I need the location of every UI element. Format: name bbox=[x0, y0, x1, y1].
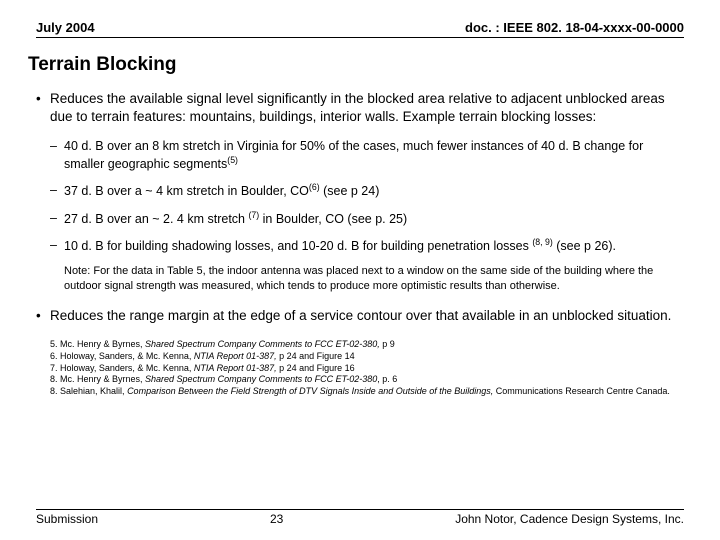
ref-8: 8. Mc. Henry & Byrnes, Shared Spectrum C… bbox=[50, 374, 684, 386]
ref8-ital: Shared Spectrum Company Comments to FCC … bbox=[145, 374, 377, 384]
sub-item-2: 37 d. B over a ~ 4 km stretch in Boulder… bbox=[36, 182, 684, 199]
sub3-texta: 27 d. B over an ~ 2. 4 km stretch bbox=[64, 212, 248, 226]
footer-right: John Notor, Cadence Design Systems, Inc. bbox=[455, 512, 684, 526]
sub4-textb: (see p 26). bbox=[553, 239, 616, 253]
sub2-textb: (see p 24) bbox=[320, 184, 380, 198]
footer: Submission 23 John Notor, Cadence Design… bbox=[36, 509, 684, 526]
sub1-text: 40 d. B over an 8 km stretch in Virginia… bbox=[64, 139, 643, 170]
page-title: Terrain Blocking bbox=[28, 54, 684, 76]
bullet-2: Reduces the range margin at the edge of … bbox=[36, 307, 684, 325]
ref-9: 8. Salehian, Khalil, Comparison Between … bbox=[50, 386, 684, 398]
ref6-suf: p 24 and Figure 14 bbox=[277, 351, 355, 361]
ref6-ital: NTIA Report 01-387, bbox=[194, 351, 277, 361]
ref9-pre: 8. Salehian, Khalil, bbox=[50, 386, 127, 396]
bullet-1: Reduces the available signal level signi… bbox=[36, 90, 684, 126]
footer-left: Submission bbox=[36, 512, 98, 526]
footer-center: 23 bbox=[270, 512, 283, 526]
ref9-ital: Comparison Between the Field Strength of… bbox=[127, 386, 493, 396]
ref9-suf: Communications Research Centre Canada. bbox=[493, 386, 670, 396]
sub4-sup: (8, 9) bbox=[532, 237, 552, 247]
header: July 2004 doc. : IEEE 802. 18-04-xxxx-00… bbox=[36, 20, 684, 38]
sub1-sup: (5) bbox=[227, 155, 238, 165]
ref5-ital: Shared Spectrum Company Comments to FCC … bbox=[145, 339, 380, 349]
ref5-suf: p 9 bbox=[380, 339, 395, 349]
ref7-suf: p 24 and Figure 16 bbox=[277, 363, 355, 373]
sub3-textb: in Boulder, CO (see p. 25) bbox=[259, 212, 407, 226]
ref-7: 7. Holoway, Sanders, & Mc. Kenna, NTIA R… bbox=[50, 363, 684, 375]
ref6-pre: 6. Holoway, Sanders, & Mc. Kenna, bbox=[50, 351, 194, 361]
ref8-suf: , p. 6 bbox=[377, 374, 397, 384]
ref7-ital: NTIA Report 01-387, bbox=[194, 363, 277, 373]
sub-item-3: 27 d. B over an ~ 2. 4 km stretch (7) in… bbox=[36, 210, 684, 227]
sub2-sup: (6) bbox=[309, 182, 320, 192]
note: Note: For the data in Table 5, the indoo… bbox=[36, 264, 684, 293]
sub3-sup: (7) bbox=[248, 210, 259, 220]
header-date: July 2004 bbox=[36, 20, 95, 35]
sub4-texta: 10 d. B for building shadowing losses, a… bbox=[64, 239, 532, 253]
ref-6: 6. Holoway, Sanders, & Mc. Kenna, NTIA R… bbox=[50, 351, 684, 363]
sub-item-4: 10 d. B for building shadowing losses, a… bbox=[36, 237, 684, 254]
ref-5: 5. Mc. Henry & Byrnes, Shared Spectrum C… bbox=[50, 339, 684, 351]
ref8-pre: 8. Mc. Henry & Byrnes, bbox=[50, 374, 145, 384]
references: 5. Mc. Henry & Byrnes, Shared Spectrum C… bbox=[36, 339, 684, 397]
sub2-texta: 37 d. B over a ~ 4 km stretch in Boulder… bbox=[64, 184, 309, 198]
ref7-pre: 7. Holoway, Sanders, & Mc. Kenna, bbox=[50, 363, 194, 373]
header-doc: doc. : IEEE 802. 18-04-xxxx-00-0000 bbox=[465, 20, 684, 35]
sub-item-1: 40 d. B over an 8 km stretch in Virginia… bbox=[36, 138, 684, 172]
ref5-pre: 5. Mc. Henry & Byrnes, bbox=[50, 339, 145, 349]
